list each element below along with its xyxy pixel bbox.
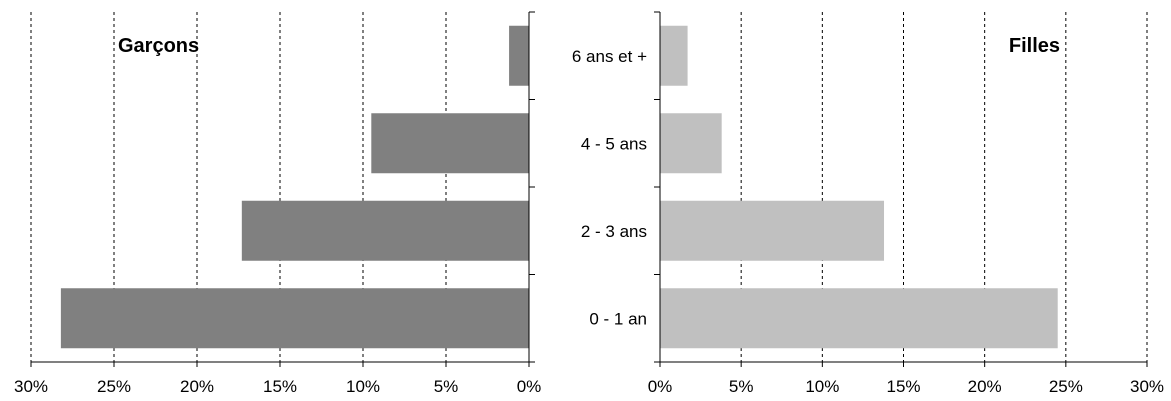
bar-boys-6-ans-et: [509, 25, 529, 86]
left-tick-labels: 0% 5% 10% 15% 20% 25% 30%: [14, 377, 541, 396]
left-axis: [30, 11, 535, 367]
category-label-6-ans-et: 6 ans et +: [572, 47, 647, 66]
right-tick-label-1: 5%: [729, 377, 754, 396]
right-tick-label-5: 25%: [1049, 377, 1083, 396]
bar-girls-0-1-an: [660, 288, 1058, 349]
left-bars: [60, 25, 529, 349]
left-tick-label-4: 20%: [180, 377, 214, 396]
left-tick-label-1: 5%: [434, 377, 459, 396]
bar-boys-4-5-ans: [371, 113, 529, 174]
title-girls: Filles: [1009, 35, 1060, 57]
right-panel: 0% 5% 10% 15% 20% 25% 30% Filles: [648, 11, 1164, 396]
right-axis: [654, 11, 1148, 367]
category-label-0-1-an: 0 - 1 an: [589, 309, 647, 328]
right-tick-label-6: 30%: [1130, 377, 1164, 396]
right-tick-label-3: 15%: [886, 377, 920, 396]
bar-girls-4-5-ans: [660, 113, 722, 174]
title-boys: Garçons: [118, 35, 199, 57]
right-tick-label-0: 0%: [648, 377, 673, 396]
category-labels: 0 - 1 an 2 - 3 ans 4 - 5 ans 6 ans et +: [572, 47, 647, 329]
right-bars: [660, 25, 1058, 349]
left-tick-label-3: 15%: [263, 377, 297, 396]
bar-boys-0-1-an: [60, 288, 529, 349]
bar-girls-6-ans-et: [660, 25, 688, 86]
bar-boys-2-3-ans: [241, 200, 529, 261]
bar-girls-2-3-ans: [660, 200, 885, 261]
right-tick-labels: 0% 5% 10% 15% 20% 25% 30%: [648, 377, 1164, 396]
left-panel: 0% 5% 10% 15% 20% 25% 30% Garçons: [14, 11, 541, 396]
right-grid: [740, 12, 1148, 362]
left-grid: [30, 12, 447, 362]
category-label-2-3-ans: 2 - 3 ans: [581, 222, 647, 241]
left-tick-label-2: 10%: [346, 377, 380, 396]
left-tick-label-5: 25%: [97, 377, 131, 396]
category-label-4-5-ans: 4 - 5 ans: [581, 134, 647, 153]
right-tick-label-2: 10%: [805, 377, 839, 396]
left-tick-label-0: 0%: [517, 377, 542, 396]
left-tick-label-6: 30%: [14, 377, 48, 396]
right-tick-label-4: 20%: [968, 377, 1002, 396]
